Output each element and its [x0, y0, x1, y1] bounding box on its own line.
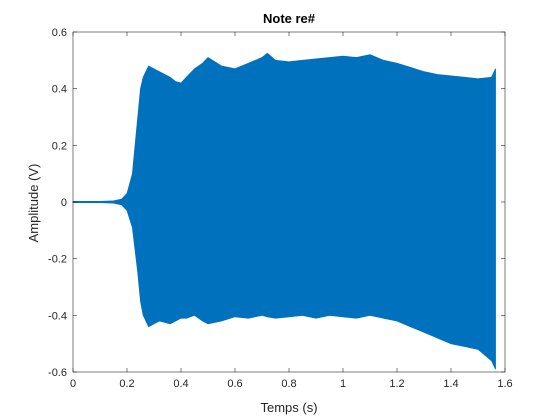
y-tick-label: 0.6: [52, 27, 67, 39]
x-tick-label: 1.2: [389, 378, 404, 390]
x-tick-label: 0.8: [281, 378, 296, 390]
x-tick-label: 0.6: [227, 378, 242, 390]
y-tick-label: -0.4: [48, 310, 67, 322]
x-tick-label: 1.4: [443, 378, 458, 390]
y-tick-label: 0: [61, 197, 67, 209]
x-axis: 0 0.2 0.4 0.6 0.8 1 1.2 1.4 1.6: [70, 32, 513, 390]
plot-area: [72, 31, 506, 373]
x-tick-label: 1: [340, 378, 346, 390]
y-axis: -0.6 -0.4 -0.2 0 0.2 0.4 0.6: [48, 27, 505, 379]
x-axis-label: Temps (s): [260, 400, 317, 415]
chart-title: Note re#: [263, 11, 316, 26]
y-axis-label: Amplitude (V): [26, 164, 41, 243]
y-tick-label: -0.6: [48, 367, 67, 379]
x-tick-label: 0: [70, 378, 76, 390]
x-tick-label: 0.2: [119, 378, 134, 390]
y-tick-label: 0.2: [52, 140, 67, 152]
signal-envelope: [72, 52, 496, 370]
y-tick-label: -0.2: [48, 254, 67, 266]
y-tick-label: 0.4: [52, 84, 67, 96]
x-tick-label: 0.4: [173, 378, 188, 390]
x-tick-label: 1.6: [497, 378, 512, 390]
